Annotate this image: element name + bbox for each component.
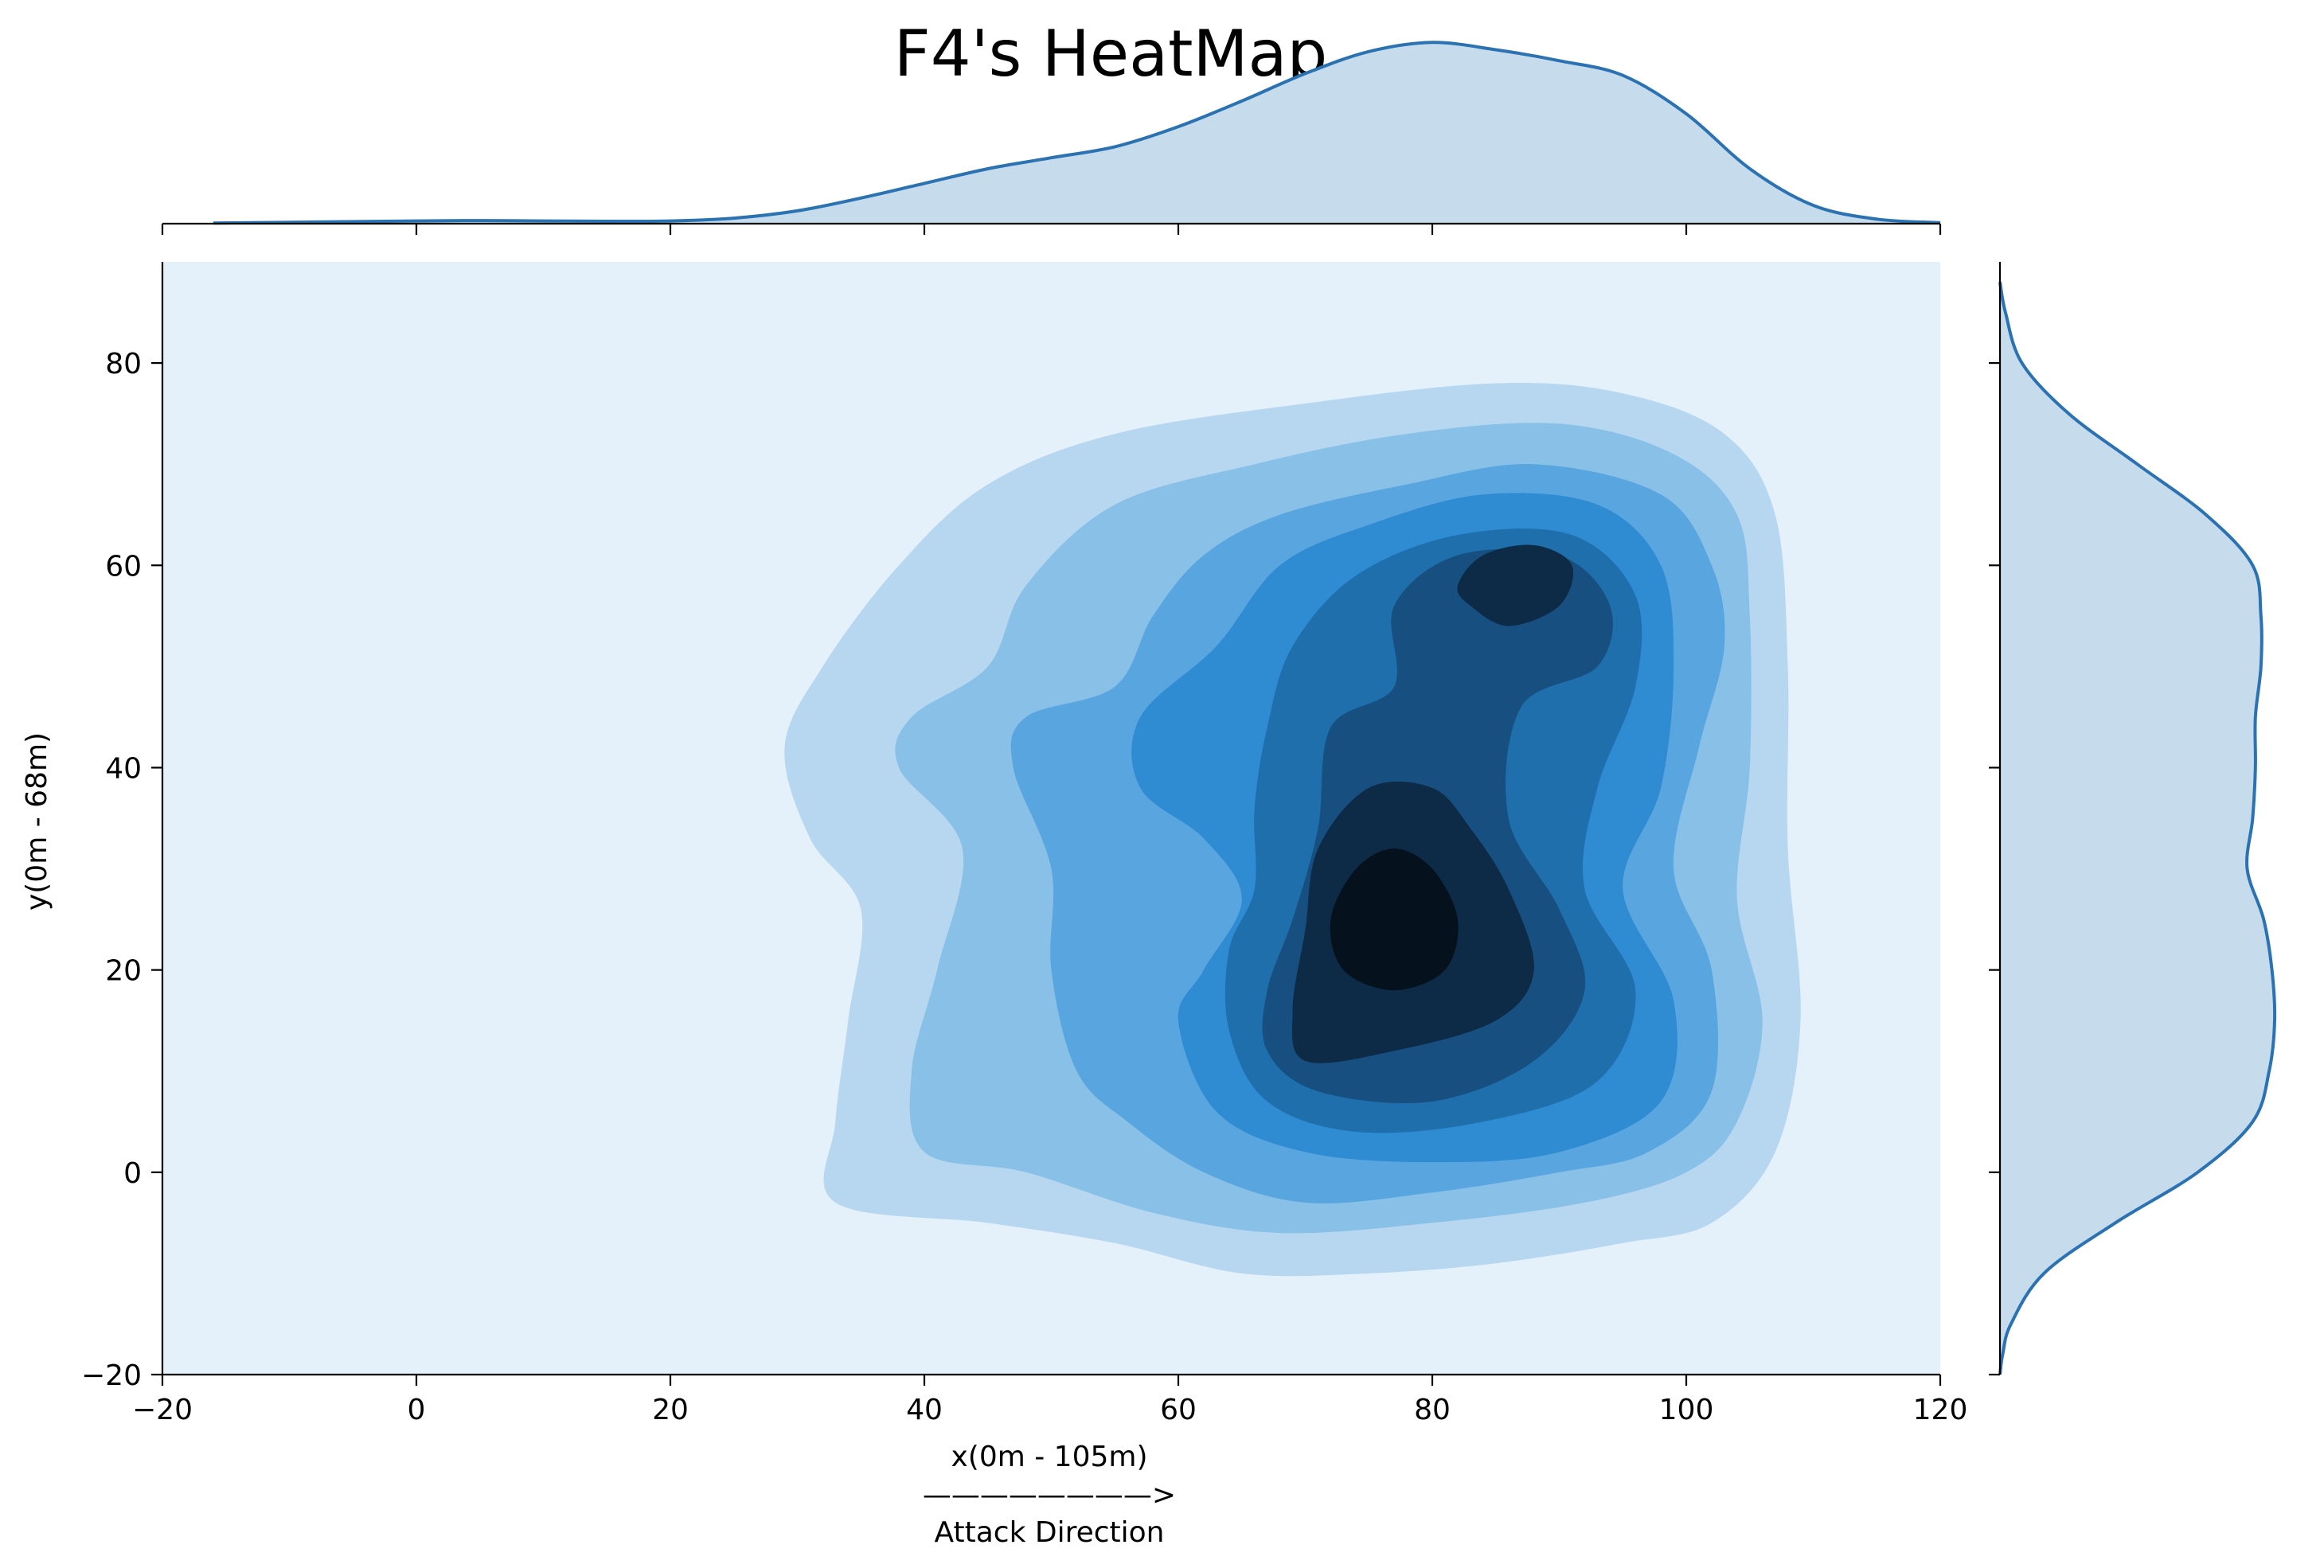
contour-layer xyxy=(784,382,1801,1277)
y-ticks: −20 0 20 40 60 80 xyxy=(81,348,162,1392)
top-marginal-ticks xyxy=(161,224,1942,235)
x-tick-label: −20 xyxy=(132,1394,193,1426)
top-marginal xyxy=(161,41,1942,235)
x-tick-label: 20 xyxy=(652,1394,689,1426)
chart-title: F4's HeatMap xyxy=(894,17,1328,91)
main-plot: −20 0 20 40 60 80 100 120 −20 0 20 40 60 80 xyxy=(81,262,1967,1426)
x-axis-label: x(0m - 105m) xyxy=(951,1441,1147,1473)
contour-level-8 xyxy=(1330,848,1459,991)
right-marginal-line xyxy=(1998,282,2277,1375)
x-tick-label: 100 xyxy=(1659,1394,1714,1426)
right-marginal-fill xyxy=(2000,282,2275,1375)
y-tick-label: 60 xyxy=(105,550,142,583)
y-tick-label: 40 xyxy=(105,752,142,785)
x-tick-label: 60 xyxy=(1160,1394,1197,1426)
x-tick-label: 0 xyxy=(408,1394,426,1426)
y-tick-label: 0 xyxy=(123,1157,142,1190)
x-tick-label: 40 xyxy=(906,1394,943,1426)
right-marginal xyxy=(1989,262,2277,1376)
y-axis-label: y(0m - 68m) xyxy=(21,732,53,911)
x-axis-caption: Attack Direction xyxy=(934,1516,1164,1549)
y-tick-label: 80 xyxy=(105,348,142,380)
x-ticks: −20 0 20 40 60 80 100 120 xyxy=(132,1375,1967,1426)
x-axis-arrow: ————————> xyxy=(923,1479,1176,1511)
contour-level-7 xyxy=(1457,544,1574,626)
y-tick-label: 20 xyxy=(105,955,142,988)
top-marginal-fill xyxy=(213,42,1940,224)
top-marginal-line xyxy=(213,41,1941,225)
x-tick-label: 80 xyxy=(1414,1394,1451,1426)
right-marginal-ticks xyxy=(1989,361,2000,1376)
x-tick-label: 120 xyxy=(1913,1394,1968,1426)
y-tick-label: −20 xyxy=(81,1359,142,1392)
